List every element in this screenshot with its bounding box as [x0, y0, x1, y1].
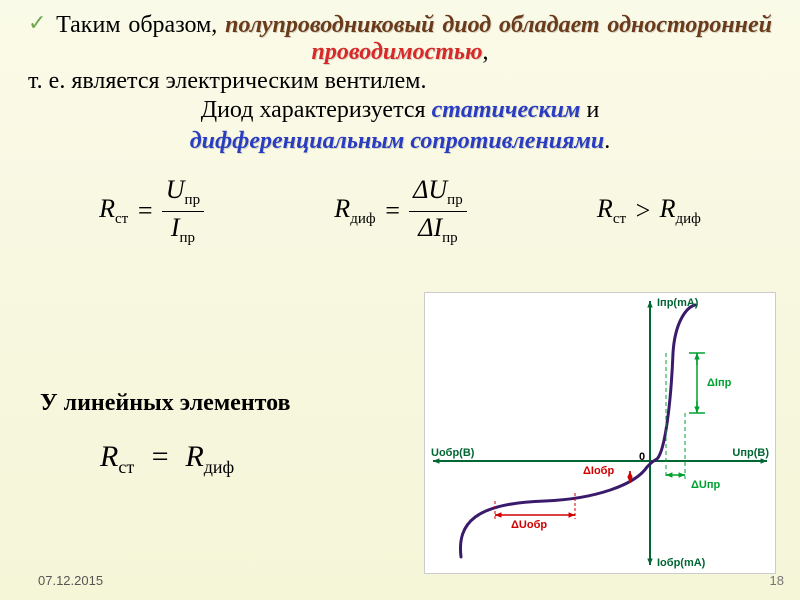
sub-st3: ст [118, 457, 134, 477]
char-1b: статическим [432, 97, 581, 123]
comma: , [482, 39, 488, 65]
slide-body: ✓ Таким образом, полупроводниковый диод … [0, 0, 800, 246]
axis-label-xleft: Uобр(В) [431, 447, 474, 459]
var-R2: R [334, 194, 350, 223]
eq2: = [384, 196, 402, 226]
frac-1: Uпр Iпр [162, 176, 204, 247]
checkmark-icon: ✓ [28, 10, 48, 35]
char-line-1: Диод характеризуется статическим и [28, 95, 772, 126]
heading-line-1: ✓ Таким образом, полупроводниковый диод … [28, 10, 772, 41]
gt: > [634, 196, 652, 226]
var-R3: R [597, 194, 613, 223]
sub-dif2: диф [675, 211, 700, 227]
frac-2: ΔUпр ΔIпр [409, 176, 467, 247]
delta-u-rev: ΔUобр [511, 519, 547, 531]
var-R6: R [185, 440, 203, 473]
axis-label-xright: Uпр(В) [732, 447, 769, 459]
axis-label-ybot: Iобр(mA) [657, 557, 705, 569]
den-I1s: пр [179, 230, 195, 246]
var-R5: R [100, 440, 118, 473]
num-dU: ΔU [413, 175, 447, 204]
char-1a: Диод характеризуется [201, 97, 432, 123]
delta-i-fwd: ΔIпр [707, 377, 731, 389]
num-U1s: пр [185, 192, 201, 208]
formula-rdif: Rдиф = ΔUпр ΔIпр [334, 176, 466, 247]
char-2b: . [604, 128, 610, 154]
den-dIs: пр [442, 230, 458, 246]
brown-text-1: полупроводниковый диод обладает [225, 12, 600, 38]
formula-ineq: Rст > Rдиф [597, 194, 701, 228]
char-1c: и [580, 97, 599, 123]
delta-i-rev: ΔIобр [583, 465, 614, 477]
slide-number: 18 [770, 573, 784, 588]
delta-u-fwd: ΔUпр [691, 479, 720, 491]
formula-linear: Rст = Rдиф [100, 440, 234, 478]
char-line-2: дифференциальным сопротивлениями. [28, 126, 772, 157]
brown-text-2: односторонней [607, 12, 772, 38]
sub-dif1: диф [350, 211, 375, 227]
num-dUs: пр [447, 192, 463, 208]
footer-date: 07.12.2015 [38, 573, 103, 588]
axis-label-ytop: Iпр(mA) [657, 297, 698, 309]
intro-text: Таким образом, [56, 12, 217, 38]
red-text: проводимостью [312, 39, 483, 65]
plain-line: т. е. является электрическим вентилем. [28, 68, 772, 95]
char-2a: дифференциальным сопротивлениями [190, 128, 605, 154]
var-R1: R [99, 194, 115, 223]
num-U1: U [166, 175, 185, 204]
heading-line-2: проводимостью, [28, 39, 772, 66]
origin-label: 0 [639, 451, 645, 463]
formula-row: Rст = Uпр Iпр Rдиф = ΔUпр ΔIпр Rст > Rди… [34, 176, 766, 247]
var-R4: R [660, 194, 676, 223]
chart-svg [425, 293, 775, 573]
eq1: = [136, 196, 154, 226]
linear-label: У линейных элементов [40, 390, 291, 417]
sub-dif3: диф [204, 457, 234, 477]
sub-st2: ст [613, 211, 626, 227]
den-dI: ΔI [418, 213, 442, 242]
iv-chart: Iпр(mA) Iобр(mA) Uобр(В) Uпр(В) 0 ΔIпр Δ… [424, 292, 776, 574]
sub-st1: ст [115, 211, 128, 227]
formula-rst: Rст = Uпр Iпр [99, 176, 204, 247]
eq3: = [150, 440, 170, 473]
